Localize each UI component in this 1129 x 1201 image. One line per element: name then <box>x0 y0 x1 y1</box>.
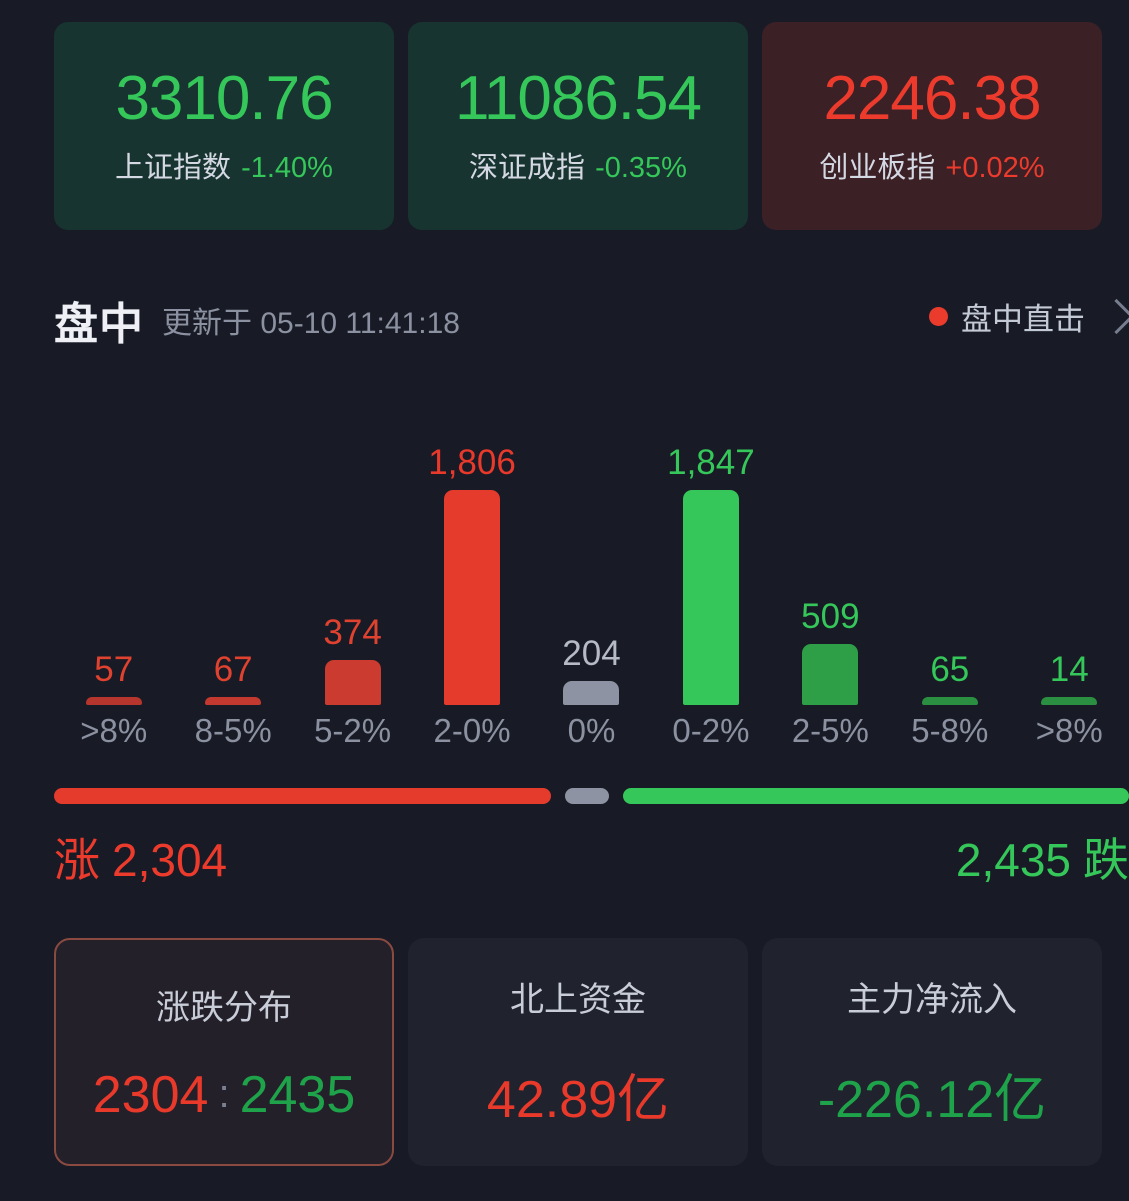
chevron-right-icon <box>1098 298 1129 335</box>
decliners-label: 跌 <box>1083 834 1129 886</box>
index-name: 创业板指 <box>819 152 936 184</box>
updown-totals: 涨 2,304 2,435 跌 <box>54 826 1129 888</box>
advancers-count: 2,304 <box>112 834 228 886</box>
index-card-row: 3310.76 上证指数 -1.40% 11086.54 深证成指 -0.35%… <box>0 22 1129 230</box>
stat-card-northbound-capital[interactable]: 北上资金 42.89亿 <box>408 938 748 1166</box>
stat-card-main-net-inflow[interactable]: 主力净流入 -226.12亿 <box>762 938 1102 1166</box>
chart-x-label: 0% <box>567 712 616 749</box>
chart-x-label: 0-2% <box>672 712 750 749</box>
chart-x-label: 8-5% <box>194 712 272 749</box>
stat-title: 主力净流入 <box>847 981 1017 1019</box>
ratio-bar-advancers <box>54 788 552 804</box>
chart-bar-value: 67 <box>213 650 253 689</box>
chart-x-label: 5-8% <box>911 712 989 749</box>
index-change: +0.02% <box>945 152 1045 184</box>
chart-bar <box>921 697 978 705</box>
chart-x-label: 5-2% <box>314 712 392 749</box>
section-header: 盘中 更新于 05-10 11:41:18 盘中直击 <box>54 292 1129 349</box>
chart-x-label: 2-5% <box>791 712 869 749</box>
index-value: 11086.54 <box>455 64 702 133</box>
chart-bar-value: 509 <box>801 597 860 636</box>
chart-bar-value: 374 <box>323 613 382 652</box>
live-link[interactable]: 盘中直击 <box>929 294 1129 339</box>
chart-x-label: 2-0% <box>433 712 511 749</box>
stat-value: -226.12亿 <box>817 1071 1047 1129</box>
ratio-bar-unchanged <box>565 788 609 804</box>
updown-ratio-bar <box>54 786 1129 806</box>
ratio-bar-decliners <box>622 788 1129 804</box>
chart-bar-column: 204 <box>532 445 651 705</box>
stat-ratio-separator: : <box>218 1072 230 1116</box>
stat-value-ratio: 2304 : 2435 <box>93 1065 356 1125</box>
chart-bar <box>563 681 620 705</box>
decliners-count: 2,435 <box>955 834 1071 886</box>
advancers-label: 涨 <box>54 834 100 886</box>
live-link-label: 盘中直击 <box>961 302 1085 337</box>
index-subline: 上证指数 -1.40% <box>115 144 333 186</box>
index-change: -0.35% <box>595 152 687 184</box>
stat-ratio-up: 2304 <box>92 1065 209 1124</box>
chart-bars: 57 67 374 1,806 204 1,847 509 65 14 <box>54 445 1129 705</box>
chart-bar-column: 374 <box>293 445 412 705</box>
index-value: 3310.76 <box>115 64 333 133</box>
updown-distribution-chart: 57 67 374 1,806 204 1,847 509 65 14 >8% 8-5% 5-2% 2… <box>54 400 1129 760</box>
chart-bar-column: 1,806 <box>412 445 531 705</box>
chart-bar-value: 65 <box>930 650 970 689</box>
index-card-shenzhen[interactable]: 11086.54 深证成指 -0.35% <box>408 22 748 230</box>
index-value: 2246.38 <box>823 64 1041 133</box>
chart-bar-value: 57 <box>94 650 134 689</box>
live-dot-icon <box>929 307 948 326</box>
stat-title: 涨跌分布 <box>156 988 292 1027</box>
index-subline: 深证成指 -0.35% <box>469 144 687 186</box>
chart-bar <box>324 660 381 705</box>
chart-bar <box>802 644 859 705</box>
index-card-shanghai[interactable]: 3310.76 上证指数 -1.40% <box>54 22 394 230</box>
stat-card-row: 涨跌分布 2304 : 2435 北上资金 42.89亿 主力净流入 -226.… <box>54 938 1129 1166</box>
chart-bar-column: 65 <box>890 445 1009 705</box>
chart-bar-column: 1,847 <box>651 445 770 705</box>
chart-bar-column: 57 <box>54 445 173 705</box>
chart-bar-column: 509 <box>771 445 890 705</box>
page-title: 盘中 <box>54 300 144 349</box>
chart-x-axis-labels: >8% 8-5% 5-2% 2-0% 0% 0-2% 2-5% 5-8% >8% <box>54 712 1129 760</box>
decliners-total: 2,435 跌 <box>956 824 1129 890</box>
chart-bar <box>85 697 142 705</box>
index-card-chinext[interactable]: 2246.38 创业板指 +0.02% <box>762 22 1102 230</box>
stat-ratio-down: 2435 <box>239 1065 356 1124</box>
chart-bar <box>1041 697 1098 705</box>
index-change: -1.40% <box>241 152 333 184</box>
chart-bar-value: 1,847 <box>667 443 755 482</box>
stat-value: 42.89亿 <box>486 1071 670 1129</box>
chart-x-label: >8% <box>80 712 148 749</box>
chart-bar <box>205 697 262 705</box>
update-timestamp: 更新于 05-10 11:41:18 <box>162 307 460 340</box>
chart-bar-column: 14 <box>1010 445 1129 705</box>
index-subline: 创业板指 +0.02% <box>819 144 1044 186</box>
chart-bar-column: 67 <box>173 445 292 705</box>
stat-card-updown-distribution[interactable]: 涨跌分布 2304 : 2435 <box>54 938 394 1166</box>
chart-bar-value: 204 <box>562 634 621 673</box>
stat-title: 北上资金 <box>510 981 646 1019</box>
chart-x-label: >8% <box>1035 712 1103 749</box>
chart-bar-value: 1,806 <box>428 443 516 482</box>
chart-bar-value: 14 <box>1049 650 1089 689</box>
chart-bar <box>444 490 501 705</box>
advancers-total: 涨 2,304 <box>54 824 227 890</box>
index-name: 上证指数 <box>115 152 232 184</box>
chart-bar <box>682 490 739 705</box>
index-name: 深证成指 <box>469 152 586 184</box>
